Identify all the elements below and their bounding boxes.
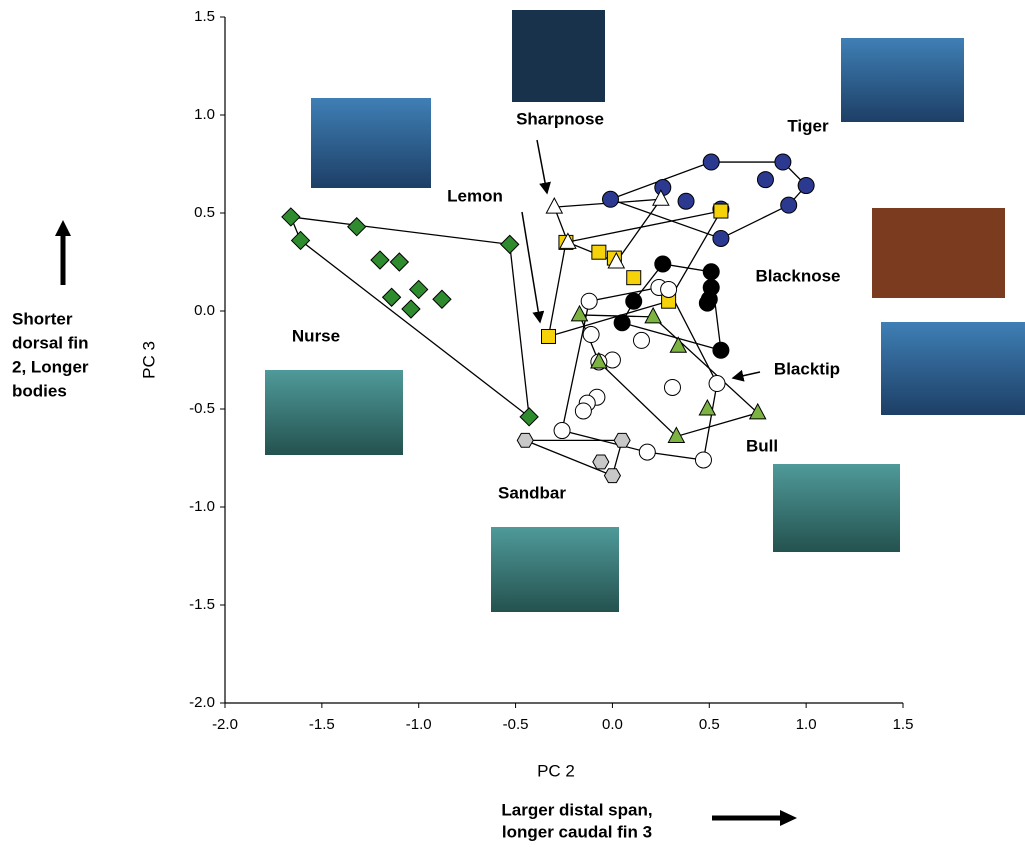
- photo: [872, 208, 1005, 298]
- y-tick-label: -1.5: [189, 596, 215, 613]
- point: [757, 172, 773, 188]
- y-direction-note: dorsal fin: [12, 333, 89, 352]
- group-label: Blacktip: [774, 359, 840, 378]
- y-tick-label: 0.5: [194, 204, 215, 221]
- point: [703, 264, 719, 280]
- point: [402, 300, 420, 318]
- point: [713, 230, 729, 246]
- point: [542, 329, 556, 343]
- point: [678, 193, 694, 209]
- point: [383, 288, 401, 306]
- y-tick-label: 1.5: [194, 8, 215, 25]
- point: [501, 235, 519, 253]
- point: [614, 315, 630, 331]
- point: [699, 295, 715, 311]
- photo: [311, 98, 431, 188]
- point: [593, 455, 609, 469]
- x-direction-note: Larger distal span,: [501, 800, 652, 819]
- point: [581, 293, 597, 309]
- point: [627, 271, 641, 285]
- page: {"chart_data": { "type": "scatter", "xla…: [0, 0, 1025, 842]
- y-direction-note: Shorter: [12, 309, 73, 328]
- pointer-arrow: [537, 140, 547, 193]
- point: [390, 253, 408, 271]
- point: [645, 308, 661, 323]
- point: [713, 342, 729, 358]
- y-tick-label: 1.0: [194, 106, 215, 123]
- point: [664, 379, 680, 395]
- point: [520, 408, 538, 426]
- x-tick-label: -1.0: [406, 716, 432, 733]
- point: [709, 376, 725, 392]
- photo: [265, 370, 403, 455]
- pointer-arrow: [733, 372, 760, 378]
- photo: [841, 38, 964, 122]
- point: [292, 231, 310, 249]
- point: [604, 469, 620, 483]
- point: [714, 204, 728, 218]
- x-axis-title: PC 2: [537, 761, 575, 780]
- group-hull: [562, 287, 717, 459]
- x-tick-label: 0.0: [602, 716, 623, 733]
- x-tick-label: 0.5: [699, 716, 720, 733]
- point: [410, 280, 428, 298]
- point: [633, 332, 649, 348]
- x-tick-label: -2.0: [212, 716, 238, 733]
- x-tick-label: -1.5: [309, 716, 335, 733]
- y-tick-label: -1.0: [189, 498, 215, 515]
- point: [546, 198, 562, 213]
- chart: Shorter dorsal fin 2, Longer bodies Larger d…: [0, 0, 1025, 842]
- group-label: Tiger: [787, 116, 829, 135]
- direction-arrow-head: [780, 810, 797, 826]
- point: [348, 218, 366, 236]
- x-tick-label: 1.0: [796, 716, 817, 733]
- photo: [512, 10, 605, 102]
- point: [626, 293, 642, 309]
- group-label: Sandbar: [498, 483, 566, 502]
- group-label: Lemon: [447, 186, 503, 205]
- group-label: Blacknose: [755, 266, 840, 285]
- point: [592, 245, 606, 259]
- photo: [881, 322, 1025, 415]
- point: [750, 404, 766, 419]
- y-tick-label: -0.5: [189, 400, 215, 417]
- point: [639, 444, 655, 460]
- y-direction-note: 2, Longer: [12, 357, 89, 376]
- pointer-arrow: [522, 212, 540, 322]
- point: [583, 327, 599, 343]
- point: [517, 433, 533, 447]
- point: [433, 290, 451, 308]
- photos: [265, 10, 1025, 612]
- point: [661, 281, 677, 297]
- point: [282, 208, 300, 226]
- point: [554, 423, 570, 439]
- y-tick-label: -2.0: [189, 694, 215, 711]
- group-label: Sharpnose: [516, 109, 604, 128]
- photo: [773, 464, 900, 552]
- x-tick-label: -0.5: [503, 716, 529, 733]
- point: [798, 178, 814, 194]
- group-label: Bull: [746, 436, 778, 455]
- photo: [491, 527, 619, 612]
- point: [655, 256, 671, 272]
- point: [775, 154, 791, 170]
- point: [614, 433, 630, 447]
- point: [695, 452, 711, 468]
- group-label: Nurse: [292, 326, 340, 345]
- y-axis-title: PC 3: [139, 341, 158, 379]
- x-direction-note: longer caudal fin 3: [502, 822, 652, 841]
- point: [781, 197, 797, 213]
- point: [703, 154, 719, 170]
- group-hull: [579, 315, 757, 437]
- point: [602, 191, 618, 207]
- x-tick-label: 1.5: [893, 716, 914, 733]
- point: [371, 251, 389, 269]
- direction-arrow-head: [55, 220, 71, 236]
- point: [575, 403, 591, 419]
- y-tick-label: 0.0: [194, 302, 215, 319]
- y-direction-note: bodies: [12, 381, 67, 400]
